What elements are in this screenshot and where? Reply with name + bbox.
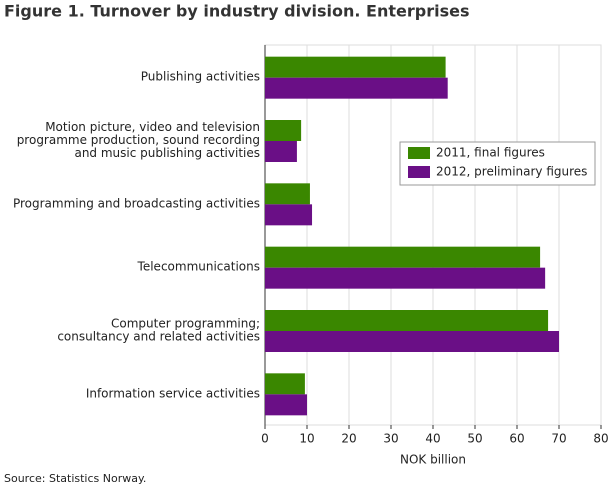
bar	[265, 331, 559, 352]
bar	[265, 183, 310, 205]
bar	[265, 204, 313, 226]
x-axis-label: NOK billion	[400, 453, 466, 467]
y-tick-label: Telecommunications	[137, 259, 260, 273]
legend-box	[399, 141, 596, 186]
x-tick-label: 70	[551, 432, 566, 446]
x-tick-label: 20	[341, 432, 356, 446]
x-tick-label: 0	[261, 432, 269, 446]
legend-label: 2011, final figures	[436, 146, 545, 160]
bar	[265, 267, 546, 289]
bar	[265, 120, 302, 141]
bar	[265, 310, 549, 331]
chart-title: Figure 1. Turnover by industry division.…	[4, 2, 469, 21]
x-tick-label: 80	[593, 432, 608, 446]
bar	[265, 373, 305, 395]
y-tick-label: Information service activities	[86, 386, 260, 400]
x-tick-label: 50	[467, 432, 482, 446]
x-tick-label: 10	[299, 432, 314, 446]
bar	[265, 394, 307, 416]
bar	[265, 141, 297, 162]
x-tick-label: 60	[509, 432, 524, 446]
legend-label: 2012, preliminary figures	[436, 165, 587, 179]
bar	[265, 246, 541, 268]
y-tick-label: Motion picture, video and television prog…	[17, 120, 260, 160]
source: Source: Statistics Norway.	[4, 472, 146, 485]
x-tick-label: 40	[425, 432, 440, 446]
legend-swatch	[408, 147, 430, 159]
y-tick-label: Programming and broadcasting activities	[13, 196, 260, 210]
y-tick-label: Computer programming; consultancy and rel…	[57, 316, 260, 343]
bar	[265, 77, 448, 99]
legend-swatch	[408, 166, 430, 178]
x-tick-label: 30	[383, 432, 398, 446]
y-tick-label: Publishing activities	[141, 69, 260, 83]
bar	[265, 56, 446, 78]
